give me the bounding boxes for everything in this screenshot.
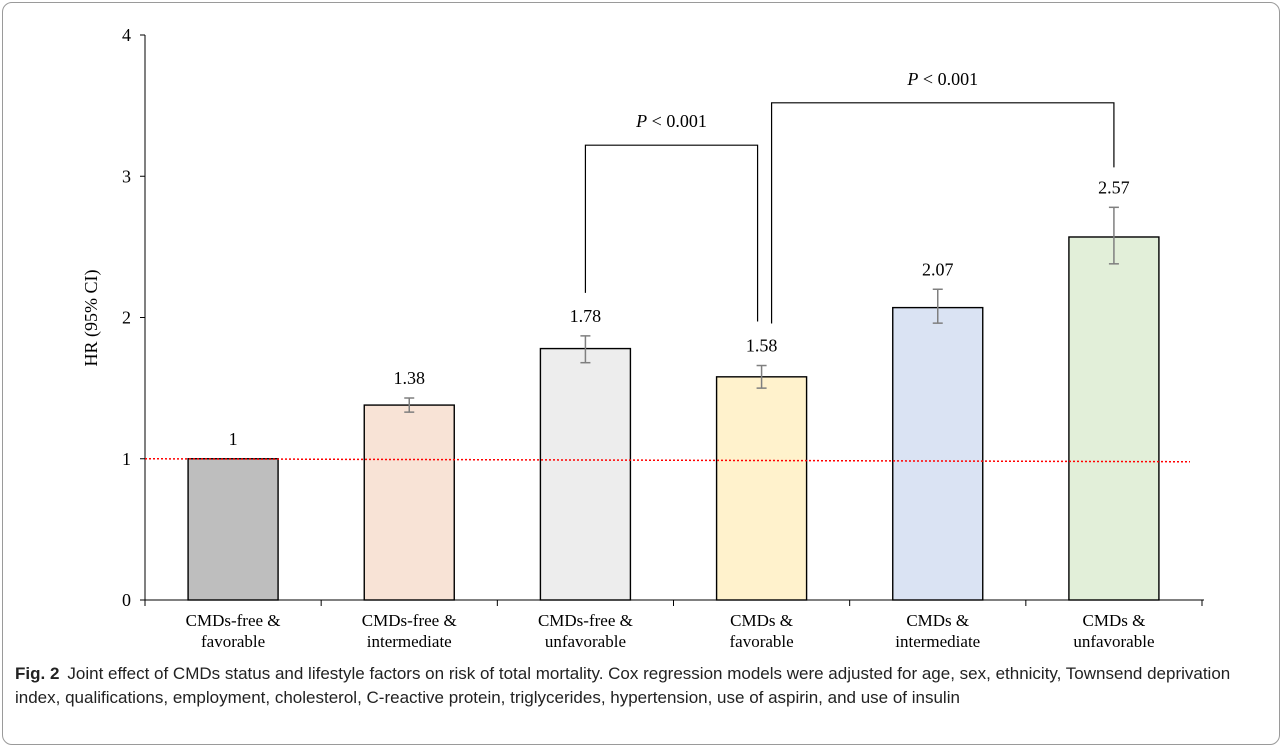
figure-caption: Fig. 2 Joint effect of CMDs status and li… [15, 662, 1267, 710]
bar [363, 404, 455, 601]
bar [715, 376, 808, 601]
x-tick-label: intermediate [895, 632, 980, 651]
comparison-bracket [770, 102, 1115, 324]
y-axis-title: HR (95% CI) [81, 270, 102, 367]
y-tick-label: 0 [122, 590, 131, 610]
data-label: 1.78 [570, 306, 602, 326]
y-tick-label: 4 [122, 25, 131, 45]
data-label: 2.07 [922, 259, 954, 279]
y-tick-label: 3 [122, 166, 131, 186]
comparison-label: P < 0.001 [635, 111, 707, 131]
y-tick-label: 2 [122, 308, 131, 328]
caption-label: Fig. 2 [15, 664, 60, 683]
annotations: P < 0.001 P < 0.001 [144, 69, 1191, 463]
bar [187, 458, 279, 601]
caption-text: Joint effect of CMDs status and lifestyl… [15, 664, 1231, 707]
data-label: 1.38 [394, 368, 426, 388]
x-tick-label: CMDs & [906, 611, 969, 630]
x-tick-label: unfavorable [545, 632, 626, 651]
bar [892, 306, 984, 601]
data-label: 1.58 [746, 336, 778, 356]
x-tick-label: intermediate [367, 632, 452, 651]
reference-line [144, 458, 1191, 463]
data-label: 1 [229, 429, 238, 449]
x-tick-label: favorable [729, 632, 793, 651]
x-tick-label: CMDs-free & [538, 611, 633, 630]
x-tick-label: unfavorable [1073, 632, 1154, 651]
x-tick-label: CMDs & [1083, 611, 1146, 630]
bar [1068, 236, 1160, 601]
axes: 0 1 2 3 4 CMDs-free & favorable CMDs-free & inte… [122, 25, 1204, 651]
y-tick-label: 1 [122, 449, 131, 469]
comparison-bracket [584, 144, 759, 322]
bar [539, 347, 632, 601]
comparison-label: P < 0.001 [906, 69, 978, 89]
x-tick-label: CMDs-free & [362, 611, 457, 630]
x-tick-label: favorable [201, 632, 265, 651]
bar-chart: 0 1 2 3 4 CMDs-free & favorable CMDs-free & inte… [81, 25, 1204, 651]
bars: 1 1.38 1.78 1.58 2.07 2.57 [187, 177, 1160, 601]
x-tick-label: CMDs-free & [186, 611, 281, 630]
data-label: 2.57 [1098, 177, 1130, 197]
x-tick-label: CMDs & [730, 611, 793, 630]
